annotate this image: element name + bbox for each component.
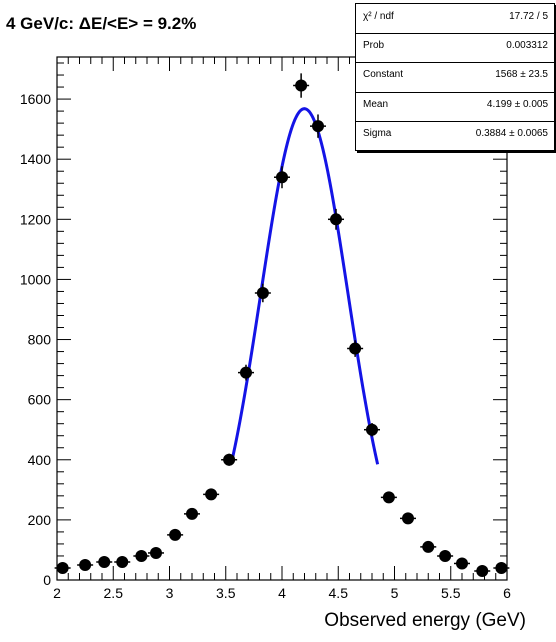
data-point xyxy=(328,208,344,230)
stats-row-mean: Mean 4.199 ± 0.005 xyxy=(356,92,554,116)
data-point xyxy=(347,340,364,357)
data-marker xyxy=(476,564,489,577)
stats-value: 0.003312 xyxy=(506,40,548,51)
data-marker xyxy=(312,120,324,133)
y-tick-label: 600 xyxy=(28,392,52,408)
y-tick-label: 1200 xyxy=(20,211,51,227)
stats-row-sigma: Sigma 0.3884 ± 0.0065 xyxy=(356,121,554,145)
x-tick-label: 3.5 xyxy=(216,585,236,601)
data-marker xyxy=(256,286,269,299)
data-point xyxy=(474,564,491,577)
y-tick-label: 200 xyxy=(28,512,52,528)
x-tick-label: 4.5 xyxy=(329,585,349,601)
data-marker xyxy=(223,453,236,466)
data-point xyxy=(114,555,131,568)
data-point xyxy=(493,561,510,574)
data-marker xyxy=(349,342,362,355)
data-point xyxy=(221,453,238,466)
data-marker xyxy=(495,561,508,574)
x-tick-label: 5 xyxy=(391,585,399,601)
data-point xyxy=(238,364,254,381)
data-marker xyxy=(98,555,111,568)
data-point xyxy=(203,488,220,501)
stats-label: Mean xyxy=(363,99,389,110)
data-marker xyxy=(276,171,288,184)
data-marker xyxy=(366,423,378,436)
data-marker xyxy=(116,555,129,568)
data-marker xyxy=(295,79,308,92)
y-tick-label: 1400 xyxy=(20,151,51,167)
data-marker xyxy=(422,540,435,553)
y-tick-label: 800 xyxy=(28,332,52,348)
stats-value: 17.72 / 5 xyxy=(509,10,548,22)
data-point xyxy=(96,555,113,568)
data-marker xyxy=(456,557,468,570)
stats-row-chi2: χ² / ndf 17.72 / 5 xyxy=(356,4,554,28)
y-tick-label: 1600 xyxy=(20,91,51,107)
data-marker xyxy=(186,507,198,520)
chart-title: 4 GeV/c: ΔE/<E> = 9.2% xyxy=(6,14,197,33)
data-marker xyxy=(439,549,452,562)
data-point xyxy=(293,73,310,98)
data-point xyxy=(437,549,454,562)
stats-label: Sigma xyxy=(363,128,392,139)
stats-label: χ² / ndf xyxy=(363,10,394,22)
data-marker xyxy=(205,488,218,501)
x-tick-label: 3 xyxy=(166,585,174,601)
x-tick-label: 6 xyxy=(503,585,511,601)
data-point xyxy=(364,422,380,437)
data-point xyxy=(133,549,150,562)
data-marker xyxy=(240,366,252,379)
stats-label: Constant xyxy=(363,69,404,80)
stats-value: 1568 ± 23.5 xyxy=(495,69,548,80)
data-point xyxy=(400,512,416,525)
stats-row-prob: Prob 0.003312 xyxy=(356,33,554,57)
data-point xyxy=(54,561,71,574)
axis-tick-labels: 2 2.5 3 3.5 4 4.5 5 5.5 6 0 200 400 600 800 1000 1200 14… xyxy=(20,91,511,601)
data-point xyxy=(310,114,326,138)
data-point xyxy=(254,283,271,303)
data-marker xyxy=(169,528,182,541)
x-tick-label: 4 xyxy=(278,585,286,601)
y-tick-label: 0 xyxy=(43,572,51,588)
data-marker xyxy=(150,546,162,559)
y-tick-label: 400 xyxy=(28,452,52,468)
data-point xyxy=(184,507,200,520)
stats-value: 0.3884 ± 0.0065 xyxy=(475,128,548,139)
stats-value: 4.199 ± 0.005 xyxy=(486,99,548,110)
fit-stats-box: χ² / ndf 17.72 / 5 Prob 0.003312 Constan… xyxy=(355,3,555,151)
x-tick-label: 2 xyxy=(53,585,61,601)
data-point xyxy=(380,491,397,504)
stats-label: Prob xyxy=(363,40,385,51)
gaussian-fit-curve xyxy=(229,107,380,465)
data-point xyxy=(274,166,290,189)
x-axis-label: Observed energy (GeV) xyxy=(324,610,526,631)
data-marker xyxy=(79,558,92,571)
data-point xyxy=(420,540,437,553)
data-marker xyxy=(56,561,69,574)
data-marker xyxy=(330,213,342,226)
data-marker xyxy=(402,512,414,525)
data-point xyxy=(454,557,470,570)
x-tick-label: 2.5 xyxy=(104,585,124,601)
data-marker xyxy=(135,549,148,562)
data-marker xyxy=(382,491,395,504)
data-point xyxy=(167,528,184,541)
x-tick-label: 5.5 xyxy=(441,585,461,601)
data-points xyxy=(54,73,510,577)
data-point xyxy=(77,558,94,571)
stats-row-constant: Constant 1568 ± 23.5 xyxy=(356,62,554,86)
data-point xyxy=(148,546,164,559)
y-tick-label: 1000 xyxy=(20,271,51,287)
